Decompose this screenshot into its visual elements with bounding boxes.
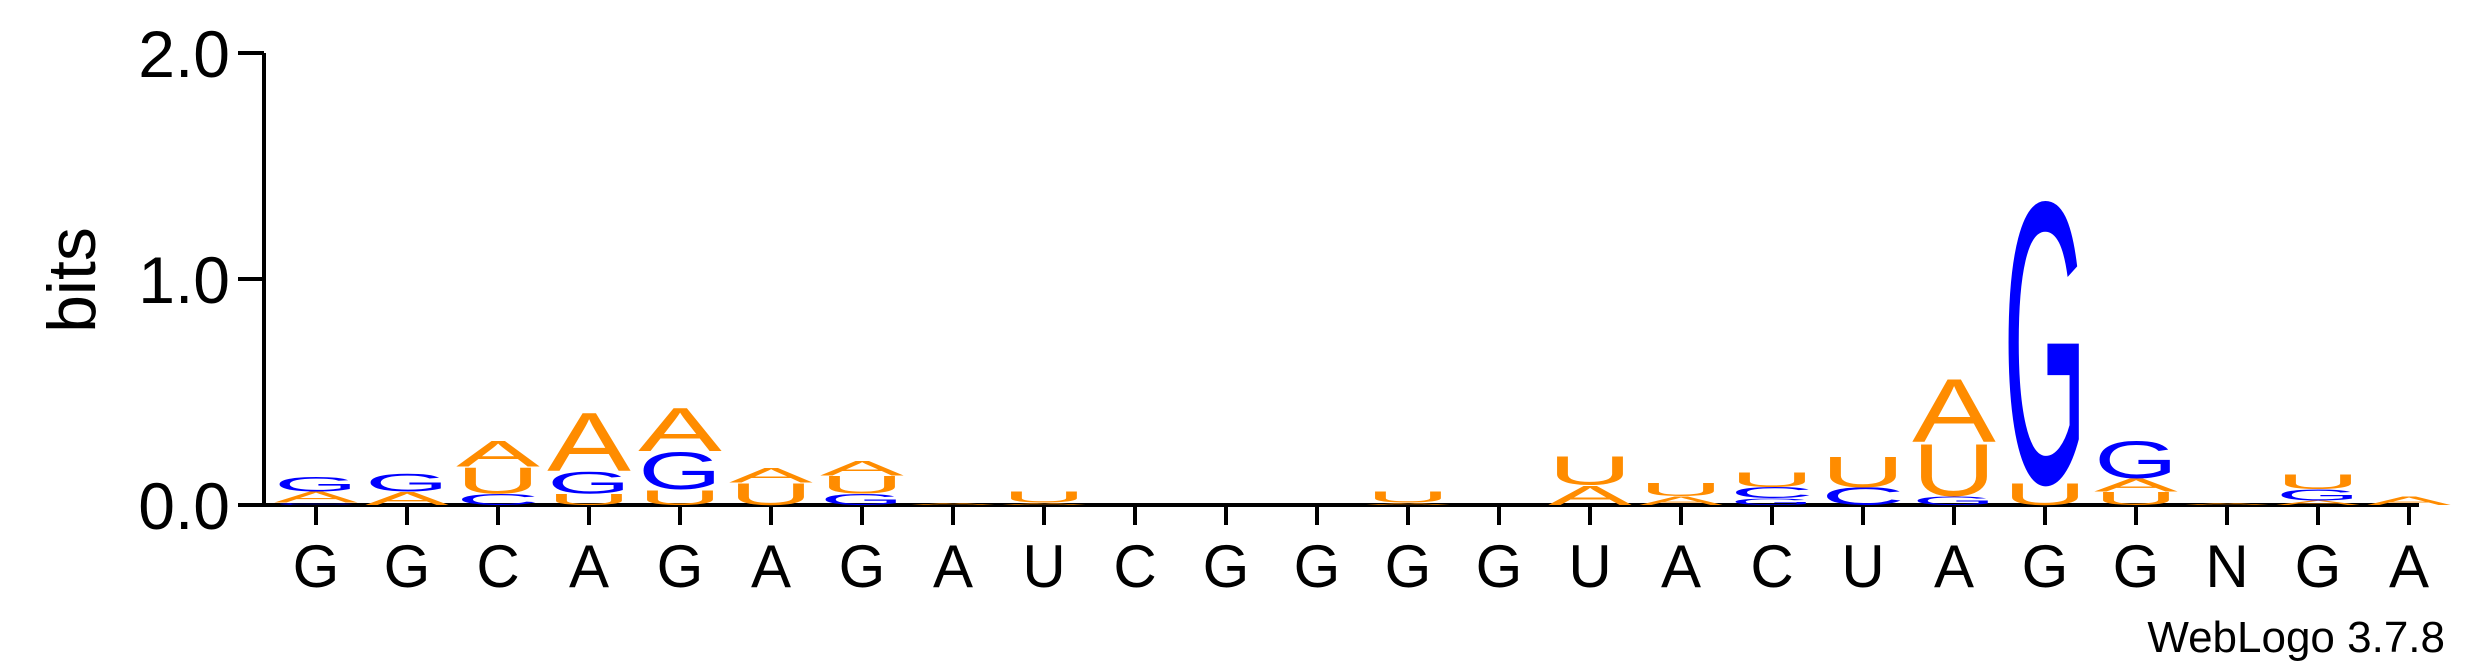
y-axis-label: bits bbox=[34, 227, 110, 333]
x-tick-label: G bbox=[657, 533, 704, 600]
letter-glyph: U bbox=[456, 460, 540, 501]
letter-glyph: G bbox=[638, 442, 722, 501]
x-tick-label: A bbox=[1661, 533, 1701, 600]
x-tick-label: C bbox=[1750, 533, 1793, 600]
letter-glyph: C bbox=[456, 491, 540, 508]
letter-glyph: A bbox=[638, 395, 722, 464]
letter-glyph: G bbox=[1912, 494, 1996, 508]
letter-glyph: A bbox=[2276, 499, 2361, 506]
x-tick-label: G bbox=[293, 533, 340, 600]
letter-glyph: U bbox=[547, 491, 631, 508]
letter-glyph: G bbox=[820, 491, 904, 508]
letter-glyph: A bbox=[2367, 494, 2452, 508]
letter-glyph: U bbox=[638, 486, 722, 510]
letter-glyph: G bbox=[274, 472, 358, 496]
letter-glyph: A bbox=[1639, 494, 1724, 508]
letter-glyph: A bbox=[1548, 480, 1632, 511]
footer: WebLogo 3.7.8 bbox=[2147, 613, 2445, 662]
x-tick-label: A bbox=[569, 533, 609, 600]
x-tick-label: G bbox=[2295, 533, 2342, 600]
letter-glyph: A bbox=[2185, 502, 2270, 505]
letter-glyph: G bbox=[2003, 119, 2087, 569]
letter-glyph: U bbox=[1366, 489, 1450, 506]
letter-glyph: A bbox=[456, 433, 541, 474]
x-tick-label: A bbox=[933, 533, 973, 600]
y-tick-label: 2.0 bbox=[138, 17, 230, 91]
letter-glyph: G bbox=[1730, 497, 1814, 507]
letter-glyph: G bbox=[2276, 487, 2360, 504]
letter-glyph: G bbox=[547, 466, 631, 501]
letter-glyph: A bbox=[729, 463, 814, 487]
letter-glyph: U bbox=[1002, 489, 1086, 506]
letter-glyph: U bbox=[2276, 470, 2360, 494]
x-tick-label: G bbox=[2113, 533, 2160, 600]
letter-glyph: A bbox=[2094, 475, 2178, 496]
letter-glyph: G bbox=[365, 469, 449, 497]
x-tick-label: C bbox=[476, 533, 519, 600]
x-tick-label: U bbox=[1568, 533, 1611, 600]
letter-glyph: A bbox=[911, 502, 996, 505]
letter-glyph: A bbox=[1366, 502, 1451, 505]
x-tick-label: G bbox=[384, 533, 431, 600]
letter-glyph: A bbox=[274, 489, 358, 506]
x-tick-label: G bbox=[1203, 533, 1250, 600]
letter-glyph: U bbox=[1821, 448, 1905, 496]
letter-glyph: A bbox=[1912, 361, 1996, 461]
x-tick-label: C bbox=[1113, 533, 1156, 600]
x-tick-label: N bbox=[2205, 533, 2248, 600]
letter-glyph: C bbox=[1821, 483, 1905, 511]
x-tick-label: G bbox=[1476, 533, 1523, 600]
x-tick-label: G bbox=[1385, 533, 1432, 600]
letter-glyph: C bbox=[1730, 484, 1814, 501]
x-tick-label: G bbox=[839, 533, 886, 600]
letter-glyph: U bbox=[729, 477, 813, 512]
x-tick-label: A bbox=[751, 533, 791, 600]
x-tick-label: U bbox=[1841, 533, 1884, 600]
letter-glyph: U bbox=[820, 472, 904, 500]
letter-glyph: U bbox=[1730, 468, 1814, 492]
letter-glyph: A bbox=[820, 456, 905, 480]
letter-glyph: U bbox=[2003, 477, 2087, 512]
x-tick-label: A bbox=[1934, 533, 1974, 600]
letter-glyph: U bbox=[1639, 479, 1723, 500]
letter-glyph: U bbox=[2094, 488, 2178, 509]
y-tick-label: 0.0 bbox=[138, 469, 230, 543]
letter-glyph: A bbox=[365, 488, 449, 509]
x-tick-label: G bbox=[1294, 533, 1341, 600]
letter-glyph: U bbox=[1912, 428, 1996, 512]
letter-glyph: C bbox=[274, 502, 358, 505]
x-tick-label: A bbox=[2389, 533, 2429, 600]
x-tick-label: G bbox=[2022, 533, 2069, 600]
x-tick-label: U bbox=[1022, 533, 1065, 600]
letter-glyph: U bbox=[1548, 449, 1632, 494]
letter-glyph: A bbox=[1002, 502, 1087, 505]
letter-glyph: G bbox=[2094, 430, 2178, 489]
y-tick-label: 1.0 bbox=[138, 243, 230, 317]
letter-glyph: A bbox=[547, 396, 631, 489]
